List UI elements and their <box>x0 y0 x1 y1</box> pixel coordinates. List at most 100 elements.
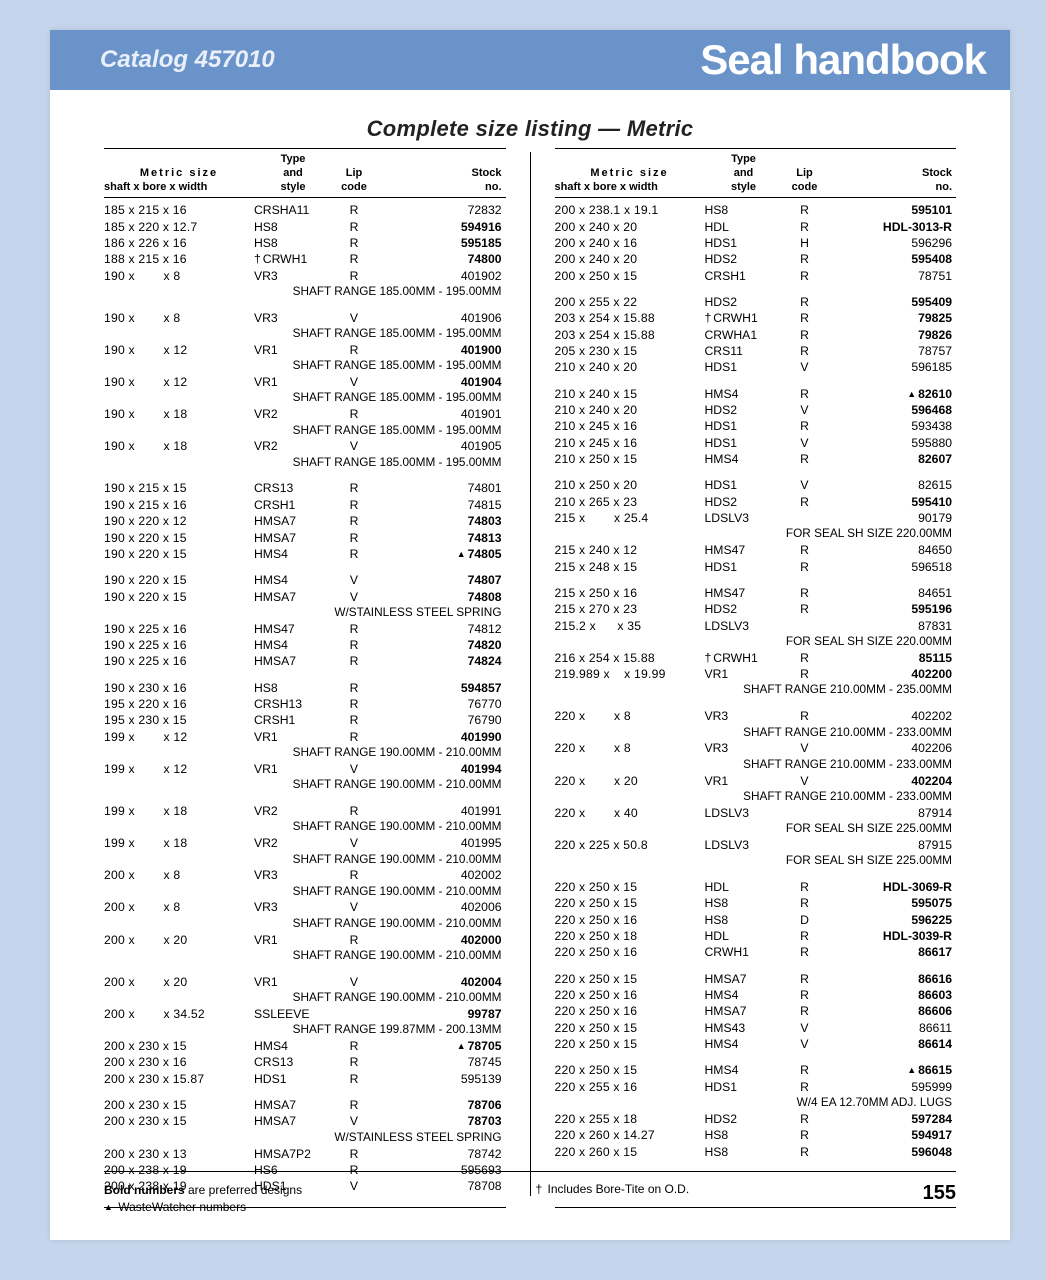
range-note: SHAFT RANGE 190.00MM - 210.00MM <box>104 745 506 761</box>
table-row: 200 x 250 x 15CRSH1R78751 <box>555 268 957 284</box>
table-row: 210 x 240 x 20HDS2V596468 <box>555 402 957 418</box>
range-note: SHAFT RANGE 190.00MM - 210.00MM <box>104 884 506 900</box>
table-row: 220 x 250 x 16HS8D596225 <box>555 912 957 928</box>
table-row: 216 x 254 x 15.88CRWH1R85115 <box>555 650 957 666</box>
table-row: 210 x 250 x 15HMS4R82607 <box>555 451 957 467</box>
right-column: Type Metric size and Lip Stock shaft x b… <box>555 148 957 1208</box>
range-note: SHAFT RANGE 190.00MM - 210.00MM <box>104 916 506 932</box>
hdr-type: Type <box>254 153 332 167</box>
table-row: 190 x x 8VR3V401906 <box>104 310 506 326</box>
table-row: 220 x x 8VR3R402202 <box>555 708 957 724</box>
table-row: 200 x 238.1 x 19.1HS8R595101 <box>555 202 957 218</box>
table-row: 220 x 250 x 16HMS4R86603 <box>555 987 957 1003</box>
range-note: FOR SEAL SH SIZE 225.00MM <box>555 853 957 869</box>
table-row: 219.989 x x 19.99VR1R402200 <box>555 666 957 682</box>
table-row: 210 x 240 x 20HDS1V596185 <box>555 359 957 375</box>
column-header: Type Metric size and Lip Stock shaft x b… <box>104 153 506 198</box>
table-row: 200 x x 8VR3R402002 <box>104 867 506 883</box>
range-note: SHAFT RANGE 210.00MM - 233.00MM <box>555 725 957 741</box>
table-row: 203 x 254 x 15.88CRWH1R79825 <box>555 310 957 326</box>
table-row: 190 x x 8VR3R401902 <box>104 268 506 284</box>
range-note: FOR SEAL SH SIZE 225.00MM <box>555 821 957 837</box>
dagger-icon <box>705 651 714 665</box>
table-row: 199 x x 12VR1V401994 <box>104 761 506 777</box>
table-row: 200 x 240 x 20HDS2R595408 <box>555 251 957 267</box>
range-note: SHAFT RANGE 190.00MM - 210.00MM <box>104 990 506 1006</box>
hdr-size: Metric size <box>104 167 254 181</box>
table-row: 215 x 248 x 15HDS1R596518 <box>555 559 957 575</box>
table-row: 215.2 x x 35LDSLV387831 <box>555 618 957 634</box>
table-row: 200 x 230 x 15HMSA7V78703 <box>104 1113 506 1129</box>
table-row: 195 x 220 x 16CRSH13R76770 <box>104 696 506 712</box>
table-row: 220 x 250 x 16HMSA7R86606 <box>555 1003 957 1019</box>
table-row: 190 x x 12VR1V401904 <box>104 374 506 390</box>
table-row: 220 x 250 x 15HS8R595075 <box>555 895 957 911</box>
table-row: 203 x 254 x 15.88CRWHA1R79826 <box>555 327 957 343</box>
table-row: 220 x 250 x 15HMSA7R86616 <box>555 971 957 987</box>
table-row: 220 x x 8VR3V402206 <box>555 740 957 756</box>
column-header: Type Metric size and Lip Stock shaft x b… <box>555 153 957 198</box>
left-table-body: 185 x 215 x 16CRSHA11R72832185 x 220 x 1… <box>104 198 506 1194</box>
table-row: 188 x 215 x 16CRWH1R74800 <box>104 251 506 267</box>
table-row: 215 x 240 x 12HMS47R84650 <box>555 542 957 558</box>
table-row: 200 x x 8VR3V402006 <box>104 899 506 915</box>
table-row: 190 x 225 x 16HMS4R74820 <box>104 637 506 653</box>
table-row: 220 x 250 x 15HDLRHDL-3069-R <box>555 879 957 895</box>
range-note: W/STAINLESS STEEL SPRING <box>104 1130 506 1146</box>
range-note: SHAFT RANGE 210.00MM - 233.00MM <box>555 757 957 773</box>
range-note: SHAFT RANGE 210.00MM - 233.00MM <box>555 789 957 805</box>
table-row: 195 x 230 x 15CRSH1R76790 <box>104 712 506 728</box>
table-row: 190 x 220 x 12HMSA7R74803 <box>104 513 506 529</box>
table-row: 210 x 245 x 16HDS1V595880 <box>555 435 957 451</box>
table-row: 190 x 215 x 15CRS13R74801 <box>104 480 506 496</box>
dagger-icon <box>705 311 714 325</box>
table-row: 190 x 220 x 15HMS4V74807 <box>104 572 506 588</box>
hdr-lip: Lip <box>332 167 376 181</box>
table-row: 210 x 250 x 20HDS1V82615 <box>555 477 957 493</box>
range-note: SHAFT RANGE 190.00MM - 210.00MM <box>104 819 506 835</box>
range-note: SHAFT RANGE 199.87MM - 200.13MM <box>104 1022 506 1038</box>
page-footer: Bold numbers are preferred designs Waste… <box>104 1171 956 1216</box>
table-row: 190 x x 12VR1R401900 <box>104 342 506 358</box>
page-header: Catalog 457010 Seal handbook <box>50 30 1010 90</box>
table-row: 215 x 270 x 23HDS2R595196 <box>555 601 957 617</box>
footer-notes: Bold numbers are preferred designs Waste… <box>104 1182 302 1216</box>
range-note: SHAFT RANGE 210.00MM - 235.00MM <box>555 682 957 698</box>
range-note: SHAFT RANGE 185.00MM - 195.00MM <box>104 423 506 439</box>
table-row: 185 x 220 x 12.7HS8R594916 <box>104 219 506 235</box>
range-note: W/4 EA 12.70MM ADJ. LUGS <box>555 1095 957 1111</box>
table-row: 190 x 220 x 15HMS4R74805 <box>104 546 506 562</box>
table-row: 220 x 255 x 18HDS2R597284 <box>555 1111 957 1127</box>
range-note: SHAFT RANGE 185.00MM - 195.00MM <box>104 326 506 342</box>
triangle-icon <box>907 1063 918 1077</box>
table-row: 215 x 250 x 16HMS47R84651 <box>555 585 957 601</box>
range-note: FOR SEAL SH SIZE 220.00MM <box>555 634 957 650</box>
handbook-label: Seal handbook <box>700 36 986 84</box>
catalog-label: Catalog 457010 <box>100 46 275 74</box>
table-row: 220 x 250 x 18HDLRHDL-3039-R <box>555 928 957 944</box>
table-row: 200 x x 20VR1R402000 <box>104 932 506 948</box>
table-row: 210 x 245 x 16HDS1R593438 <box>555 418 957 434</box>
table-row: 220 x 250 x 15HMS4R86615 <box>555 1062 957 1078</box>
table-row: 200 x 230 x 15.87HDS1R595139 <box>104 1071 506 1087</box>
table-row: 185 x 215 x 16CRSHA11R72832 <box>104 202 506 218</box>
table-row: 190 x 225 x 16HMSA7R74824 <box>104 653 506 669</box>
table-row: 210 x 265 x 23HDS2R595410 <box>555 494 957 510</box>
left-column: Type Metric size and Lip Stock shaft x b… <box>104 148 506 1208</box>
table-row: 190 x x 18VR2V401905 <box>104 438 506 454</box>
table-row: 190 x 225 x 16HMS47R74812 <box>104 621 506 637</box>
hdr-stock: Stock <box>376 167 506 181</box>
table-row: 190 x 230 x 16HS8R594857 <box>104 680 506 696</box>
table-row: 220 x 250 x 15HMS43V86611 <box>555 1020 957 1036</box>
range-note: SHAFT RANGE 190.00MM - 210.00MM <box>104 948 506 964</box>
table-row: 220 x 260 x 15HS8R596048 <box>555 1144 957 1160</box>
table-row: 200 x x 34.52SSLEEVE99787 <box>104 1006 506 1022</box>
table-row: 199 x x 18VR2V401995 <box>104 835 506 851</box>
table-row: 200 x 240 x 20HDLRHDL-3013-R <box>555 219 957 235</box>
range-note: W/STAINLESS STEEL SPRING <box>104 605 506 621</box>
table-row: 200 x 255 x 22HDS2R595409 <box>555 294 957 310</box>
table-row: 199 x x 18VR2R401991 <box>104 803 506 819</box>
table-row: 220 x 255 x 16HDS1R595999 <box>555 1079 957 1095</box>
table-row: 200 x 230 x 15HMSA7R78706 <box>104 1097 506 1113</box>
footer-right-note: Includes Bore-Tite on O.D. <box>536 1182 690 1196</box>
